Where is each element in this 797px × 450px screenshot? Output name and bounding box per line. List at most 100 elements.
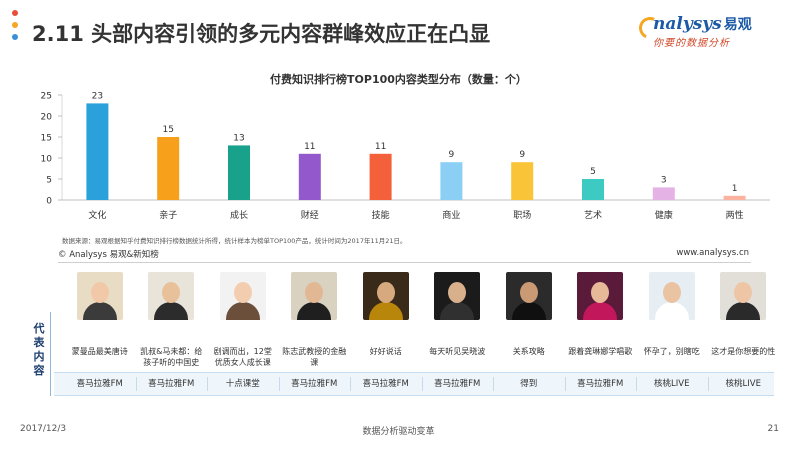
content-name: 跟着龚琳娜学唱歌 bbox=[568, 347, 633, 356]
cover-thumbnail[interactable] bbox=[219, 272, 266, 320]
rep-label-char: 内 bbox=[33, 350, 45, 363]
platform-separator bbox=[707, 377, 709, 391]
person-head bbox=[448, 282, 467, 303]
footer-slogan: 数据分析驱动变革 bbox=[362, 427, 435, 437]
cover-thumbnail[interactable] bbox=[362, 272, 409, 320]
bar-value-label: 1 bbox=[732, 184, 738, 194]
content-name: 陈志武教授的金融课 bbox=[282, 347, 347, 367]
logo-brand: nalysys 易观 bbox=[653, 14, 783, 34]
platform-separator bbox=[564, 377, 566, 391]
x-tick-label: 亲子 bbox=[159, 209, 177, 221]
person-body bbox=[440, 302, 475, 320]
person-body bbox=[368, 302, 403, 320]
platform-separator bbox=[207, 377, 208, 391]
bar bbox=[157, 137, 180, 200]
person-head bbox=[162, 282, 181, 303]
website-url[interactable]: www.analysys.cn bbox=[676, 248, 749, 258]
analysys-logo: nalysys 易观 你要的数据分析 bbox=[635, 13, 783, 54]
bar bbox=[652, 187, 675, 200]
x-tick-label: 商业 bbox=[442, 209, 460, 221]
bullet-dot-red bbox=[12, 10, 18, 16]
person-body bbox=[82, 302, 117, 320]
y-tick-label: 10 bbox=[41, 155, 53, 165]
x-tick-label: 健康 bbox=[655, 209, 673, 221]
x-tick-label: 艺术 bbox=[584, 209, 602, 221]
cover-thumbnail[interactable] bbox=[720, 272, 767, 320]
chart-title: 付费知识排行榜TOP100内容类型分布（数量：个） bbox=[270, 73, 527, 86]
platform-name: 喜马拉雅FM bbox=[291, 379, 338, 389]
bar bbox=[298, 153, 321, 200]
person-head bbox=[662, 282, 681, 303]
platform-name: 喜马拉雅FM bbox=[148, 379, 195, 389]
cover-thumbnail[interactable] bbox=[577, 272, 624, 320]
platform-name: 核桃LIVE bbox=[654, 379, 690, 389]
content-names-row: 蒙曼品最美唐诗 凯叔&马未都：给孩子听的中国史 剧调而出，12堂优质女人成长课 陈志武… bbox=[54, 346, 776, 372]
cover-thumbnail[interactable] bbox=[648, 272, 695, 320]
logo-tagline: 你要的数据分析 bbox=[653, 38, 730, 49]
rep-label-char: 表 bbox=[33, 336, 45, 349]
y-tick-label: 5 bbox=[46, 176, 52, 186]
x-tick-label: 成长 bbox=[230, 209, 248, 221]
person-body bbox=[583, 302, 618, 320]
cover-thumbnail[interactable] bbox=[76, 272, 123, 320]
bar bbox=[369, 153, 392, 200]
platform-separator bbox=[350, 377, 351, 391]
content-name: 蒙曼品最美唐诗 bbox=[71, 347, 128, 356]
person-body bbox=[654, 302, 689, 320]
logo-brand-cn: 易观 bbox=[723, 17, 752, 33]
person-body bbox=[726, 302, 761, 320]
x-tick-label: 财经 bbox=[301, 209, 319, 221]
cover-thumbnail[interactable] bbox=[148, 272, 195, 320]
bar-value-label: 15 bbox=[162, 125, 173, 135]
person-body bbox=[297, 302, 332, 320]
bar-value-label: 23 bbox=[92, 91, 103, 101]
title-bullet-dots bbox=[10, 10, 20, 46]
y-tick-label: 15 bbox=[41, 134, 52, 144]
platform-name: 核桃LIVE bbox=[725, 379, 761, 389]
bar-value-label: 13 bbox=[233, 133, 244, 143]
bar bbox=[723, 195, 746, 200]
platform-separator bbox=[636, 377, 637, 391]
bullet-dot-orange bbox=[12, 22, 18, 28]
bullet-dot-blue bbox=[12, 34, 18, 40]
platform-separator bbox=[493, 377, 494, 391]
platform-name: 得到 bbox=[520, 379, 538, 389]
content-name: 关系攻略 bbox=[512, 347, 545, 356]
page-number: 21 bbox=[767, 424, 779, 434]
source-note: 数据来源：易观根据知乎付费知识排行榜数据统计所得，统计样本为榜单TOP100产品… bbox=[62, 237, 407, 245]
person-head bbox=[734, 282, 753, 303]
representatives-label: 代 表 内 容 bbox=[32, 322, 46, 378]
x-tick-label: 技能 bbox=[372, 209, 390, 221]
bar-value-label: 11 bbox=[304, 142, 315, 152]
cover-thumbnail[interactable] bbox=[434, 272, 481, 320]
bar bbox=[440, 162, 463, 200]
person-head bbox=[591, 282, 610, 303]
person-head bbox=[305, 282, 324, 303]
bar-value-label: 5 bbox=[590, 167, 596, 177]
cover-thumbnail[interactable] bbox=[291, 272, 338, 320]
person-body bbox=[511, 302, 546, 320]
rep-label-char: 代 bbox=[33, 322, 45, 335]
bar-chart: 0 5 10 15 20 25 23 文化 15 亲子 13 成长 11 财经 11 技能 9 商业 9 职场 5 艺术 3… bbox=[41, 91, 770, 221]
y-tick-label: 0 bbox=[46, 197, 52, 207]
content-name: 凯叔&马未都：给孩子听的中国史 bbox=[140, 347, 203, 367]
bar bbox=[511, 162, 534, 200]
y-tick-label: 20 bbox=[41, 113, 53, 123]
content-name: 好好说话 bbox=[369, 347, 402, 356]
cover-thumbnail[interactable] bbox=[505, 272, 552, 320]
bar-value-label: 9 bbox=[449, 150, 455, 160]
copyright: © Analysys 易观&新知榜 bbox=[58, 250, 159, 260]
x-tick-label: 职场 bbox=[513, 210, 531, 221]
person-head bbox=[90, 282, 109, 303]
platform-separator bbox=[421, 377, 423, 391]
person-head bbox=[376, 282, 395, 303]
bar-value-label: 9 bbox=[519, 150, 525, 160]
content-name: 这才是你想要的性 bbox=[711, 347, 776, 356]
rep-label-char: 容 bbox=[33, 364, 45, 377]
person-head bbox=[519, 282, 538, 303]
platform-name: 十点课堂 bbox=[225, 379, 260, 389]
platform-separator bbox=[135, 377, 137, 391]
platforms-row: 喜马拉雅FM 喜马拉雅FM 十点课堂 喜马拉雅FM 喜马拉雅FM 喜马拉雅FM 得到 喜马拉雅… bbox=[54, 372, 774, 396]
bar-value-label: 11 bbox=[375, 142, 386, 152]
